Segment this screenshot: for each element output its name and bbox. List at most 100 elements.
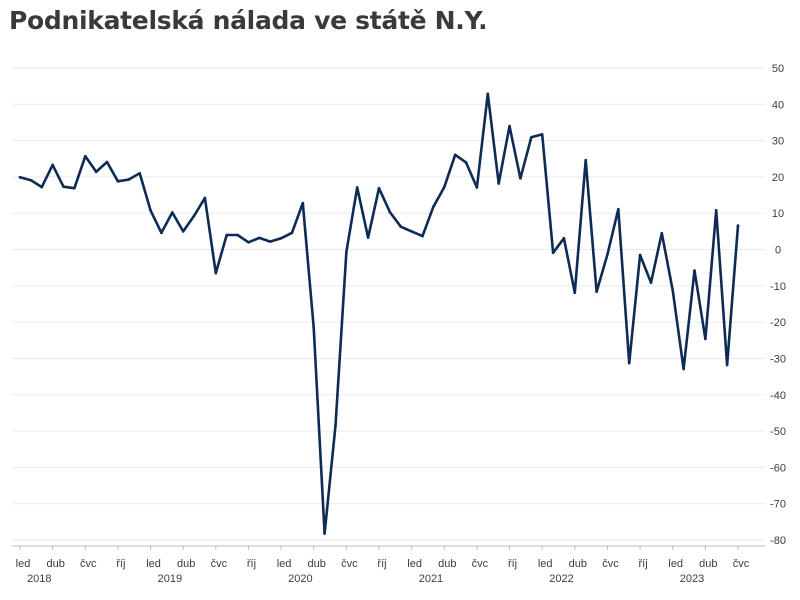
data-point <box>714 209 718 212</box>
data-point <box>388 210 392 214</box>
y-tick-label: 30 <box>772 136 784 148</box>
data-point <box>617 207 620 211</box>
data-point <box>138 171 141 175</box>
x-tick-label: dub <box>699 558 717 570</box>
x-tick-label: dub <box>46 558 64 570</box>
data-point <box>18 175 22 179</box>
data-point <box>192 214 196 218</box>
data-point <box>40 185 44 189</box>
y-tick-label: -50 <box>770 426 786 438</box>
x-tick-label: dub <box>569 558 587 570</box>
data-point <box>475 186 479 189</box>
data-point <box>421 234 424 238</box>
x-axis <box>12 545 765 550</box>
x-tick-label: čvc <box>80 558 97 570</box>
series-layer <box>18 92 740 535</box>
data-point <box>551 251 555 255</box>
data-point <box>638 253 642 257</box>
x-tick-label: říj <box>508 558 517 570</box>
data-point <box>247 240 250 244</box>
x-tick-label: dub <box>308 558 326 570</box>
data-point <box>442 185 446 189</box>
x-tick-label: led <box>146 558 161 570</box>
data-point <box>83 154 87 158</box>
data-point <box>225 233 228 237</box>
data-point <box>432 205 435 208</box>
data-point <box>312 326 316 329</box>
data-point <box>573 291 577 295</box>
y-tick-label: -70 <box>770 499 786 511</box>
data-point <box>290 231 294 235</box>
data-point <box>214 271 218 275</box>
data-point <box>660 231 664 235</box>
data-point <box>627 361 631 365</box>
x-tick-label: led <box>538 558 553 570</box>
data-point <box>530 136 533 139</box>
data-point <box>181 230 185 233</box>
data-point <box>464 161 468 164</box>
data-point <box>171 211 174 214</box>
year-label: 2020 <box>288 573 312 585</box>
x-tick-label: říj <box>116 558 125 570</box>
data-point <box>508 124 511 128</box>
data-point <box>399 225 403 228</box>
year-label: 2023 <box>680 573 704 585</box>
data-point <box>73 186 76 190</box>
y-tick-label: -60 <box>770 462 786 474</box>
data-point <box>258 236 261 240</box>
x-tick-label: říj <box>247 558 256 570</box>
year-label: 2019 <box>158 573 182 585</box>
data-point <box>671 288 675 292</box>
data-point <box>62 185 65 189</box>
x-tick-label: led <box>407 558 422 570</box>
year-label: 2018 <box>27 573 51 585</box>
data-point <box>410 230 413 233</box>
data-point <box>486 92 490 96</box>
data-point <box>301 201 305 205</box>
x-tick-label: říj <box>377 558 386 570</box>
year-label: 2021 <box>419 573 443 585</box>
y-tick-label: -80 <box>770 535 786 547</box>
data-point <box>562 236 566 240</box>
data-point <box>236 233 239 237</box>
data-point <box>366 236 370 239</box>
data-point <box>736 224 740 227</box>
data-point <box>149 209 152 212</box>
data-point <box>540 133 544 136</box>
data-point <box>595 290 598 293</box>
data-point <box>682 367 685 371</box>
data-point <box>279 236 283 240</box>
data-point <box>606 252 609 256</box>
data-point <box>519 177 522 180</box>
data-point <box>94 170 98 174</box>
data-point <box>497 182 500 185</box>
chart-title: Podnikatelská nálada ve státě N.Y. <box>9 6 488 35</box>
x-tick-label: led <box>16 558 31 570</box>
y-tick-label: -10 <box>770 281 786 293</box>
y-axis-labels: 50 40 30 20 10 0 -10 -20 -30 -40 -50 -60 -70 -80 <box>770 63 786 547</box>
y-tick-label: -40 <box>770 390 786 402</box>
data-point <box>323 532 326 535</box>
data-point <box>51 163 54 167</box>
x-tick-label: led <box>668 558 683 570</box>
x-tick-label: čvc <box>211 558 228 570</box>
data-point <box>29 178 33 182</box>
data-point <box>116 179 120 183</box>
y-tick-label: 50 <box>772 63 784 75</box>
y-tick-label: -20 <box>770 317 786 329</box>
x-tick-label: dub <box>438 558 456 570</box>
x-tick-label: čvc <box>472 558 489 570</box>
x-tick-label: čvc <box>733 558 750 570</box>
data-point <box>584 158 587 162</box>
year-label: 2022 <box>549 573 573 585</box>
y-tick-label: 10 <box>772 208 784 220</box>
x-tick-label: čvc <box>602 558 619 570</box>
data-point <box>334 424 337 427</box>
data-point <box>725 363 729 367</box>
x-tick-label: led <box>277 558 292 570</box>
data-point <box>203 196 207 200</box>
data-point <box>160 231 163 235</box>
data-point <box>453 153 457 157</box>
data-point <box>704 337 707 341</box>
